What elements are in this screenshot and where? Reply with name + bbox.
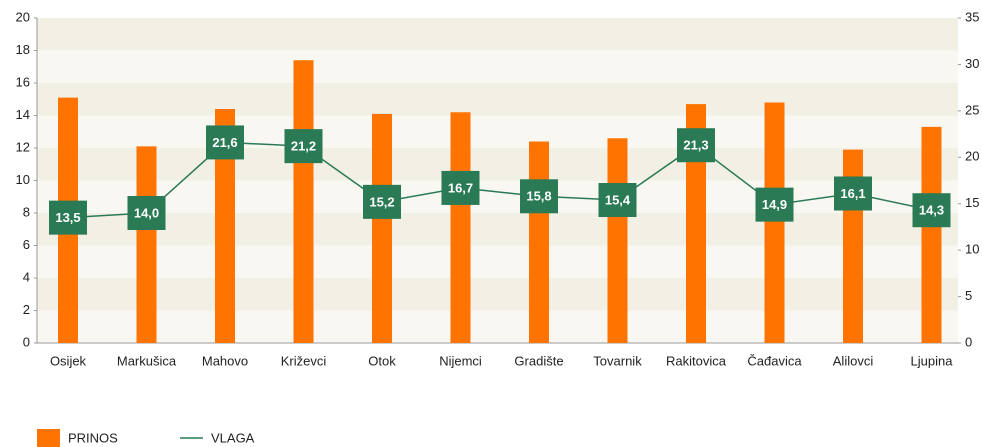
data-label: 16,1 <box>840 186 865 201</box>
y-tick-label: 8 <box>23 204 30 219</box>
legend-label: VLAGA <box>211 430 255 445</box>
bar <box>529 141 549 343</box>
point-marker <box>677 128 715 163</box>
grid-band <box>37 310 958 343</box>
y2-tick-label: 15 <box>965 195 979 210</box>
data-label: 15,8 <box>526 189 551 204</box>
grid-band <box>37 18 958 51</box>
legend-swatch <box>37 429 60 447</box>
x-tick-label: Alilovci <box>833 353 874 368</box>
point-marker <box>206 125 244 160</box>
bar <box>921 126 942 343</box>
grid-band <box>37 180 958 213</box>
x-tick-label: Osijek <box>50 353 87 368</box>
y2-tick-label: 0 <box>965 334 972 349</box>
x-tick-label: Ljupina <box>911 353 954 368</box>
data-label: 21,6 <box>212 135 237 150</box>
point-marker <box>520 179 558 214</box>
bar <box>215 109 235 343</box>
y2-tick-label: 20 <box>965 149 979 164</box>
point-marker <box>912 193 951 228</box>
bar <box>764 102 785 343</box>
data-label: 14,0 <box>134 205 159 220</box>
y-tick-label: 12 <box>16 139 30 154</box>
bar <box>136 146 157 343</box>
y2-tick-label: 5 <box>965 288 972 303</box>
point-marker <box>755 187 794 222</box>
point-marker <box>363 184 401 219</box>
data-label: 15,2 <box>369 194 394 209</box>
x-tick-label: Križevci <box>281 353 327 368</box>
point-marker <box>598 183 637 217</box>
x-tick-label: Nijemci <box>439 353 482 368</box>
grid-band <box>37 148 958 181</box>
y-tick-label: 0 <box>23 334 30 349</box>
y-tick-label: 20 <box>16 9 30 24</box>
y2-tick-label: 10 <box>965 242 979 257</box>
y-tick-label: 14 <box>16 107 30 122</box>
y-tick-label: 4 <box>23 269 30 284</box>
point-marker <box>834 176 872 211</box>
y2-tick-label: 30 <box>965 56 979 71</box>
x-tick-label: Rakitovica <box>666 353 727 368</box>
x-tick-label: Gradište <box>514 353 563 368</box>
y-tick-label: 18 <box>16 42 30 57</box>
point-marker <box>284 129 323 164</box>
y-tick-label: 10 <box>16 172 30 187</box>
y-tick-label: 2 <box>23 302 30 317</box>
bar <box>450 112 471 343</box>
data-label: 14,9 <box>762 197 787 212</box>
data-label: 15,4 <box>605 192 631 207</box>
data-label: 16,7 <box>448 180 473 195</box>
bar <box>372 113 392 343</box>
y2-tick-label: 25 <box>965 102 979 117</box>
data-label: 21,3 <box>683 138 708 153</box>
x-tick-label: Markušica <box>117 353 177 368</box>
grid-band <box>37 115 958 148</box>
bar <box>607 138 628 343</box>
x-tick-label: Otok <box>368 353 396 368</box>
y2-tick-label: 35 <box>965 9 979 24</box>
bar <box>686 104 706 343</box>
data-label: 21,2 <box>291 139 316 154</box>
grid-band <box>37 245 958 278</box>
y-tick-label: 16 <box>16 74 30 89</box>
point-marker <box>127 196 166 230</box>
x-tick-label: Čađavica <box>747 353 802 368</box>
grid-band <box>37 83 958 116</box>
data-label: 14,3 <box>919 203 944 218</box>
point-marker <box>441 170 480 205</box>
legend-label: PRINOS <box>68 430 118 445</box>
grid-band <box>37 213 958 246</box>
point-marker <box>49 200 87 235</box>
data-label: 13,5 <box>55 210 80 225</box>
grid-band <box>37 50 958 83</box>
x-tick-label: Tovarnik <box>593 353 642 368</box>
y-tick-label: 6 <box>23 237 30 252</box>
x-tick-label: Mahovo <box>202 353 248 368</box>
bar <box>293 60 314 343</box>
grid-band <box>37 278 958 311</box>
